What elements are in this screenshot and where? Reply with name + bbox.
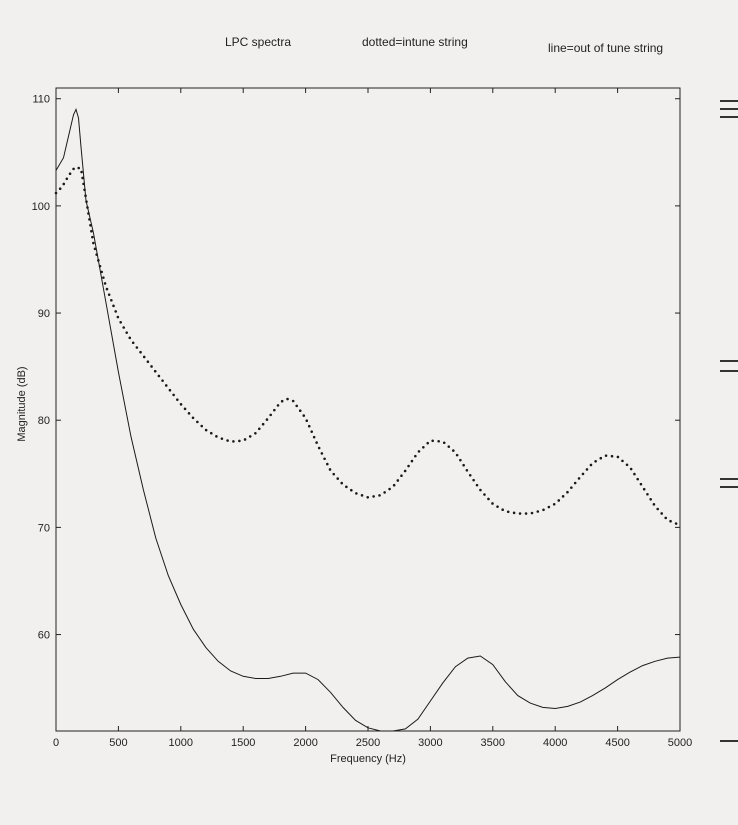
- scan-artifact-mark: [720, 486, 738, 488]
- x-tick-label: 3000: [418, 737, 442, 749]
- y-tick-label: 60: [38, 630, 50, 642]
- x-tick-label: 0: [53, 737, 59, 749]
- x-tick-label: 500: [109, 737, 127, 749]
- scan-artifact-mark: [720, 478, 738, 480]
- x-tick-label: 1000: [169, 737, 193, 749]
- x-tick-label: 5000: [668, 737, 692, 749]
- y-tick-label: 110: [32, 94, 50, 106]
- scan-artifact-mark: [720, 370, 738, 372]
- scan-artifact-mark: [720, 116, 738, 118]
- x-tick-label: 4500: [605, 737, 629, 749]
- x-axis-title: Frequency (Hz): [330, 753, 406, 765]
- x-tick-label: 3500: [481, 737, 505, 749]
- y-axis-title: Magnitude (dB): [16, 366, 28, 441]
- legend-line-label: line=out of tune string: [548, 41, 664, 55]
- plot-frame: [55, 87, 681, 732]
- y-tick-label: 80: [38, 415, 50, 427]
- x-tick-label: 4000: [543, 737, 567, 749]
- y-tick-label: 90: [38, 308, 50, 320]
- legend-dotted-label: dotted=intune string: [362, 35, 468, 49]
- series-intune-dotted-line: [54, 165, 682, 527]
- scan-artifact-mark: [720, 360, 738, 362]
- series-outoftune-solid-line: [55, 107, 681, 732]
- chart-title: LPC spectra: [225, 35, 292, 49]
- x-tick-label: 2500: [356, 737, 380, 749]
- y-tick-label: 100: [32, 201, 50, 213]
- scan-artifact-mark: [720, 740, 738, 742]
- x-tick-label: 2000: [293, 737, 317, 749]
- y-tick-label: 70: [38, 522, 50, 534]
- scan-artifact-mark: [720, 100, 738, 102]
- scan-artifact-mark: [720, 108, 738, 110]
- x-tick-label: 1500: [231, 737, 255, 749]
